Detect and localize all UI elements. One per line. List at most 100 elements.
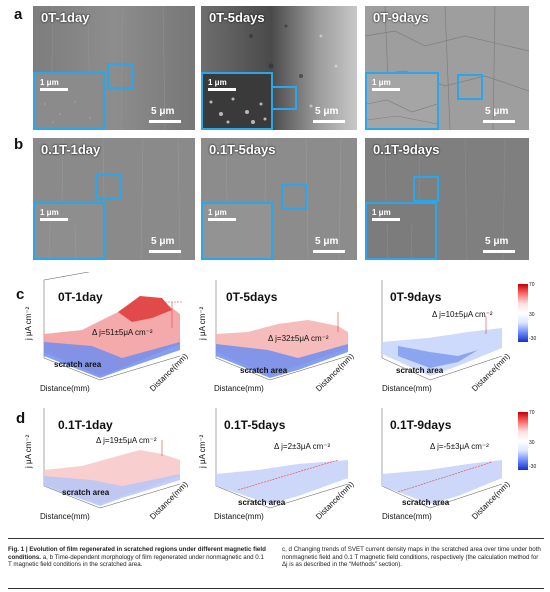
sem-title: 0T-1day (41, 10, 90, 25)
sem-inset: 1 μm (33, 202, 105, 260)
sem-title: 0T-9days (373, 10, 429, 25)
svet-plot-0.1t-9days: 0.1T-9days Δ j=-5±3μA cm⁻² scratch area … (368, 400, 544, 530)
inset-scale-label: 1 μm (372, 78, 391, 87)
inset-scale-label: 1 μm (372, 208, 391, 217)
delta-j-label: Δ j=51±5μA cm⁻² (92, 328, 153, 337)
roi-box (457, 74, 483, 100)
sem-image-0.1t-5days: 0.1T-5days 1 μm 5 μm (201, 138, 357, 260)
plot-title: 0T-5days (226, 290, 278, 304)
y-axis-label: j μA cm⁻² (198, 306, 207, 340)
caption-right: c, d Changing trends of SVET current den… (282, 546, 541, 568)
plot-title: 0T-1day (58, 290, 103, 304)
sem-inset: 1 μm (365, 72, 439, 130)
sem-title: 0.1T-1day (41, 142, 101, 157)
roi-box (107, 63, 133, 89)
inset-scale-label: 1 μm (208, 208, 227, 217)
colorbar-tick: -30 (529, 464, 537, 470)
sem-inset: 1 μm (201, 202, 273, 260)
scale-label: 5 μm (315, 106, 339, 117)
caption-divider (8, 538, 544, 539)
x-axis-label: Distance(mm) (214, 384, 264, 393)
sem-image-0.1t-9days: 0.1T-9days 1 μm 5 μm (365, 138, 529, 260)
figure-label: Fig. 1 | Evolution of film regenerated i… (8, 546, 266, 561)
plot-title: 0.1T-9days (390, 418, 452, 432)
sem-image-0t-9days: 0T-9days 1 μm 5 μm (365, 6, 529, 130)
roi-box (413, 176, 439, 202)
scale-bar (313, 120, 345, 123)
x-axis-label: Distance(mm) (40, 512, 90, 521)
x-axis-label: Distance(mm) (382, 512, 432, 521)
x-axis-label: Distance(mm) (214, 512, 264, 521)
y-axis-label: j μA cm⁻² (198, 434, 207, 468)
inset-scale-bar (208, 218, 236, 221)
caption-left-text: a, b Time-dependent morphology of film r… (8, 553, 264, 569)
colorbar-tick: 30 (529, 312, 535, 318)
roi-box (95, 174, 121, 200)
colorbar-tick: 70 (529, 282, 535, 288)
caption-bottom-rule (8, 588, 544, 589)
roi-box (271, 86, 297, 110)
scratch-area-label: scratch area (54, 360, 102, 369)
x-axis-label: Distance(mm) (40, 384, 90, 393)
scale-label: 5 μm (151, 236, 175, 247)
inset-scale-bar (372, 88, 400, 91)
colorbar-tick: -30 (529, 336, 537, 342)
colorbar (518, 412, 528, 470)
caption-left: Fig. 1 | Evolution of film regenerated i… (8, 546, 268, 569)
sem-title: 0.1T-5days (209, 142, 276, 157)
scratch-area-label: scratch area (396, 366, 444, 375)
scratch-area-label: scratch area (238, 498, 286, 507)
delta-j-label: Δ j=2±3μA cm⁻² (274, 442, 331, 451)
roi-box (281, 184, 307, 210)
svet-plot-0t-9days: 0T-9days Δ j=10±5μA cm⁻² scratch area Di… (368, 272, 544, 402)
scale-bar (483, 250, 515, 253)
y-axis-label: j μA cm⁻² (24, 306, 33, 340)
colorbar-tick: 70 (529, 410, 535, 416)
inset-scale-bar (208, 88, 236, 91)
sem-image-0.1t-1day: 0.1T-1day 1 μm 5 μm (33, 138, 195, 260)
delta-j-label: Δ j=-5±3μA cm⁻² (430, 442, 489, 451)
colorbar-tick: 30 (529, 440, 535, 446)
scale-bar (149, 250, 181, 253)
scale-bar (313, 250, 345, 253)
panel-label-a: a (14, 6, 23, 23)
inset-scale-bar (40, 218, 68, 221)
sem-title: 0.1T-9days (373, 142, 440, 157)
scratch-area-label: scratch area (240, 366, 288, 375)
delta-j-label: Δ j=19±5μA cm⁻² (96, 436, 157, 445)
scale-bar (149, 120, 181, 123)
svet-plot-0.1t-5days: 0.1T-5days Δ j=2±3μA cm⁻² scratch area j… (198, 400, 368, 530)
scale-label: 5 μm (315, 236, 339, 247)
scale-label: 5 μm (485, 106, 509, 117)
sem-image-0t-1day: 0T-1day 1 μm 5 μm (33, 6, 195, 130)
svet-plot-0t-5days: 0T-5days Δ j=32±5μA cm⁻² scratch area j … (198, 272, 368, 402)
sem-inset: 1 μm (365, 202, 437, 260)
inset-scale-label: 1 μm (208, 78, 227, 87)
panel-label-c: c (16, 286, 25, 303)
inset-scale-label: 1 μm (40, 208, 59, 217)
colorbar (518, 284, 528, 342)
delta-j-label: Δ j=10±5μA cm⁻² (432, 310, 493, 319)
scale-label: 5 μm (485, 236, 509, 247)
sem-title: 0T-5days (209, 10, 265, 25)
inset-scale-bar (40, 88, 68, 91)
scale-label: 5 μm (151, 106, 175, 117)
panel-label-b: b (14, 136, 24, 153)
panel-label-d: d (16, 410, 26, 427)
delta-j-label: Δ j=32±5μA cm⁻² (268, 334, 329, 343)
x-axis-label: Distance(mm) (382, 384, 432, 393)
scratch-area-label: scratch area (402, 498, 450, 507)
sem-inset: 1 μm (201, 72, 273, 130)
inset-scale-label: 1 μm (40, 78, 59, 87)
svet-plot-0t-1day: 0T-1day Δ j=51±5μA cm⁻² scratch area j μ… (22, 272, 197, 402)
y-axis-label: j μA cm⁻² (24, 434, 33, 468)
sem-inset: 1 μm (33, 72, 105, 130)
inset-scale-bar (372, 218, 400, 221)
svet-plot-0.1t-1day: 0.1T-1day Δ j=19±5μA cm⁻² scratch area j… (22, 400, 197, 530)
scratch-area-label: scratch area (62, 488, 110, 497)
scale-bar (483, 120, 515, 123)
plot-title: 0.1T-1day (58, 418, 113, 432)
plot-title: 0.1T-5days (224, 418, 286, 432)
sem-image-0t-5days: 0T-5days 1 μm 5 μm (201, 6, 357, 130)
plot-title: 0T-9days (390, 290, 442, 304)
